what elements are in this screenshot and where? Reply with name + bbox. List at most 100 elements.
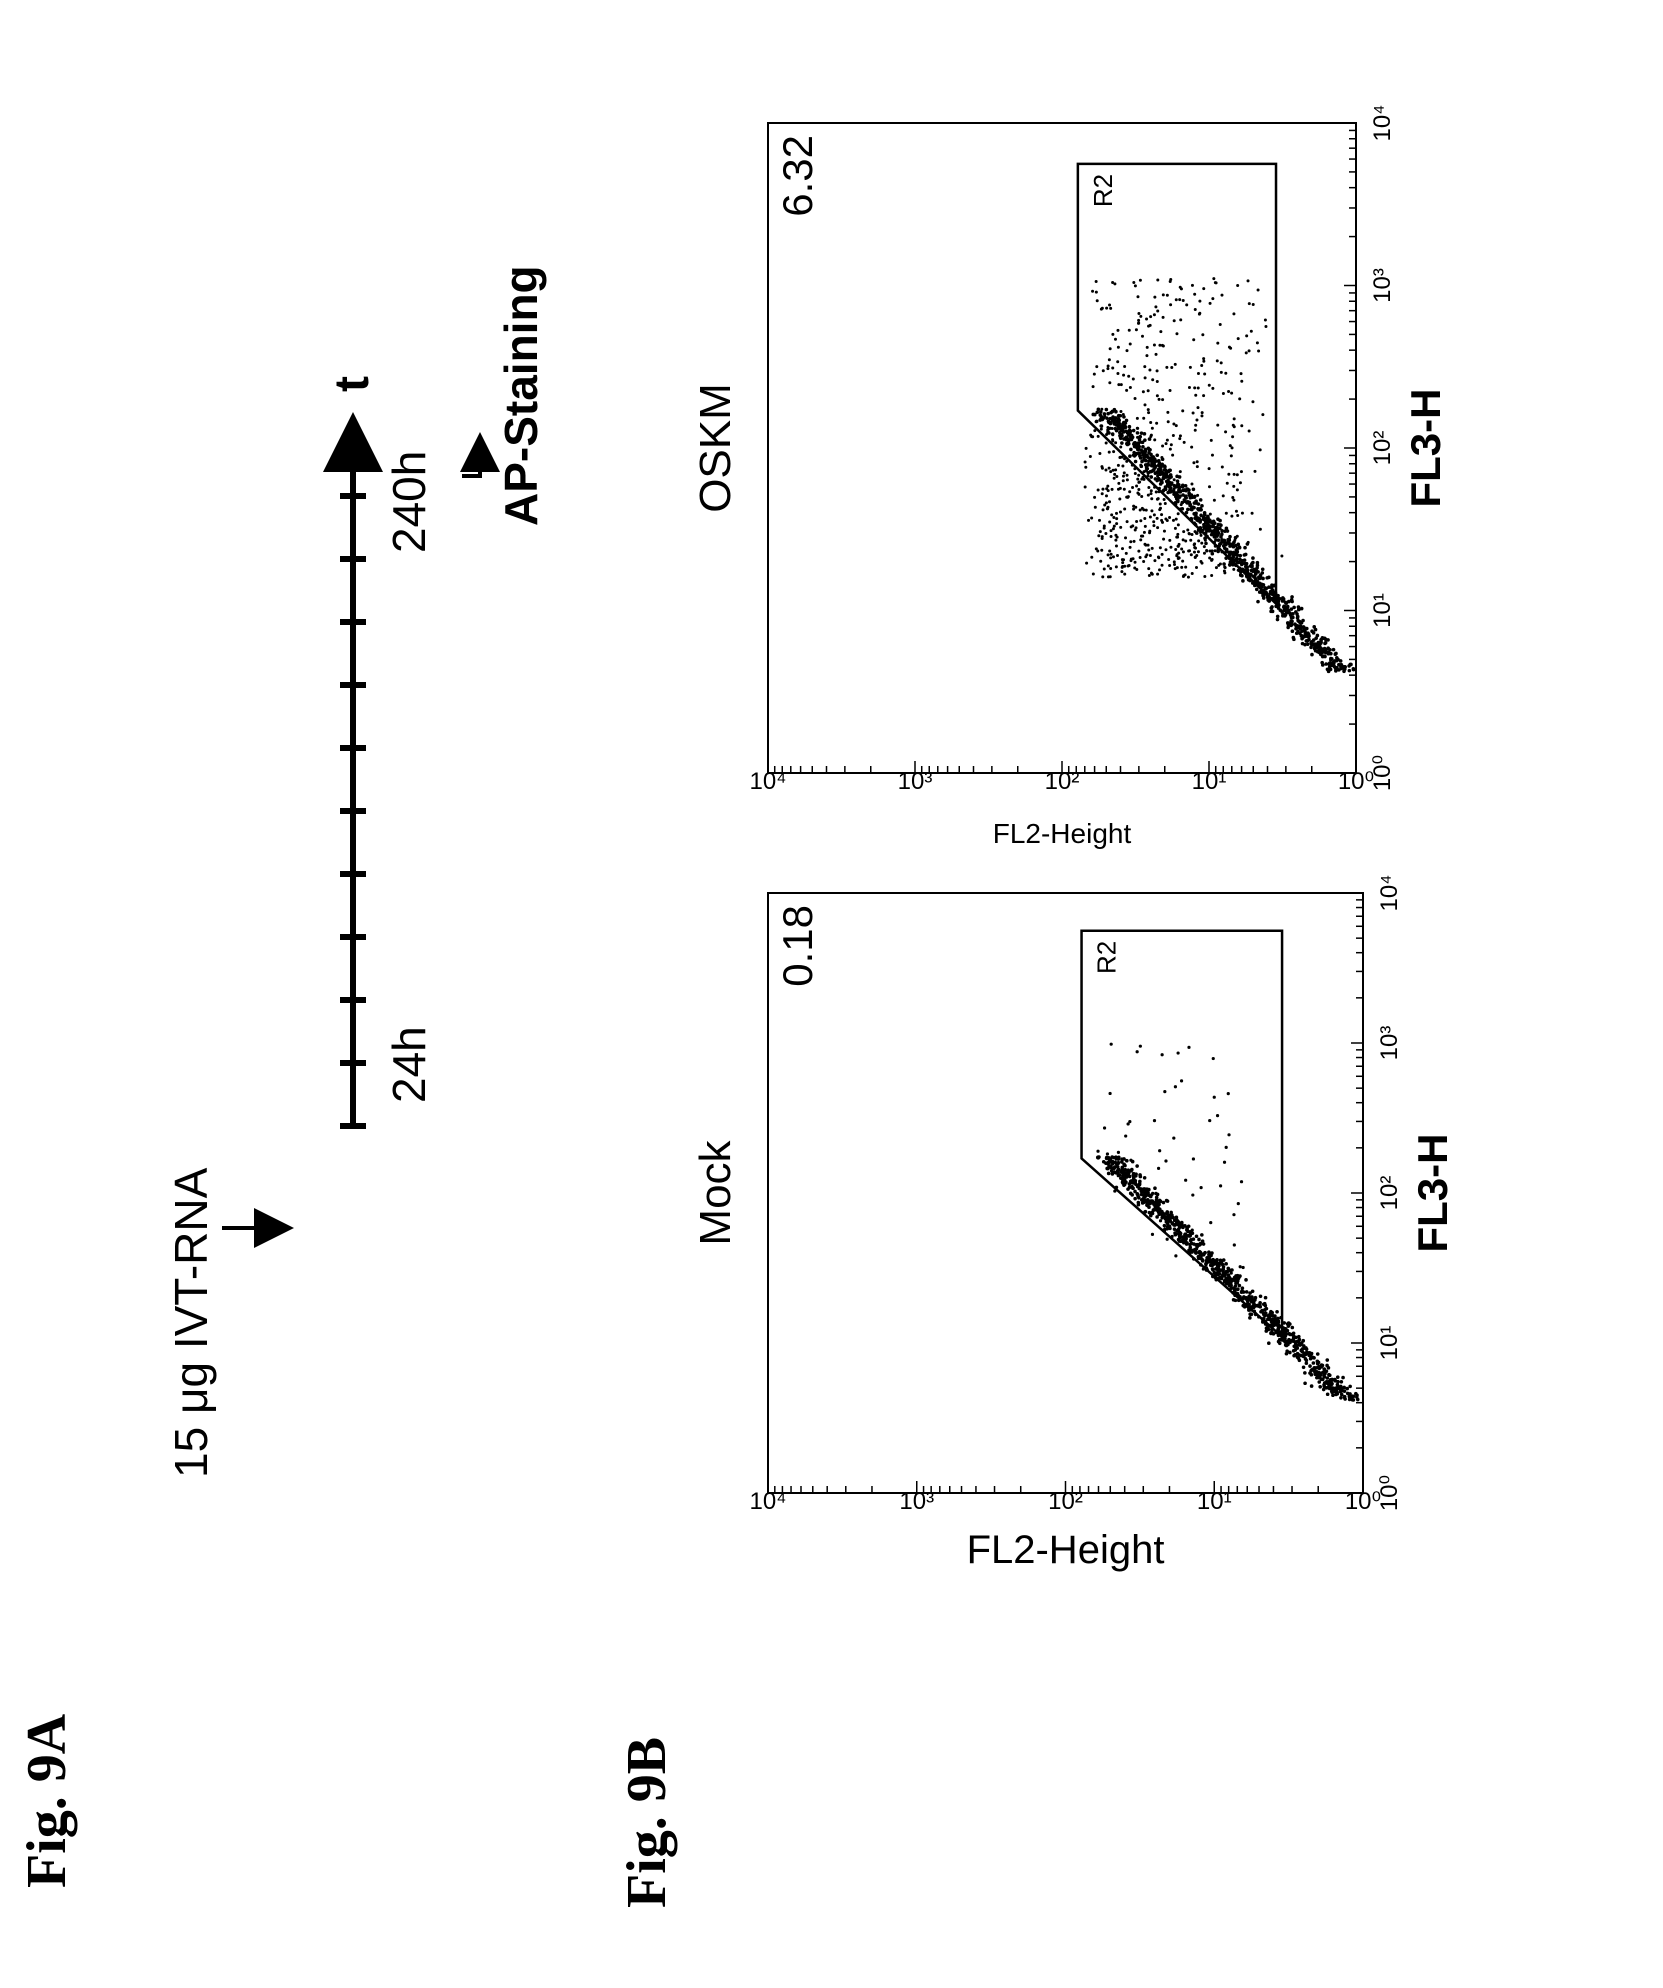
scatter-point bbox=[1190, 1250, 1194, 1254]
scatter-point bbox=[1120, 1157, 1124, 1162]
scatter-point bbox=[1347, 668, 1352, 673]
scatter-point bbox=[1179, 1079, 1184, 1083]
scatter-point bbox=[1114, 468, 1118, 472]
scatter-point bbox=[1121, 561, 1125, 565]
scatter-point bbox=[1147, 448, 1152, 452]
scatter-point bbox=[1133, 467, 1137, 471]
scatter-point bbox=[1236, 568, 1240, 572]
scatter-point bbox=[1286, 625, 1290, 630]
scatter-point bbox=[1283, 1326, 1288, 1331]
scatter-point bbox=[1263, 318, 1267, 322]
scatter-point bbox=[1197, 539, 1201, 543]
scatter-point bbox=[1196, 1254, 1201, 1259]
scatter-point bbox=[1161, 471, 1165, 476]
scatter-point bbox=[1118, 455, 1122, 459]
scatter-point bbox=[1116, 463, 1120, 467]
y-tick-label: 10⁰ bbox=[1338, 768, 1374, 795]
timeline-axis-label: t bbox=[326, 376, 379, 392]
scatter-point bbox=[1242, 558, 1247, 562]
scatter-point bbox=[1235, 549, 1239, 553]
scatter-point bbox=[1106, 484, 1110, 488]
scatter-point bbox=[1296, 605, 1301, 609]
scatter-point bbox=[1158, 568, 1162, 572]
scatter-point bbox=[1221, 1271, 1226, 1275]
scatter-point bbox=[1183, 573, 1187, 577]
scatter-point bbox=[1284, 1343, 1289, 1348]
scatter-point bbox=[1112, 476, 1116, 480]
scatter-point bbox=[1198, 1262, 1203, 1267]
scatter-point bbox=[1273, 1318, 1277, 1323]
scatter-point bbox=[1168, 486, 1173, 490]
scatter-point bbox=[1228, 1279, 1233, 1283]
scatter-point bbox=[1186, 528, 1190, 532]
scatter-point bbox=[1129, 1169, 1133, 1173]
scatter-point bbox=[1238, 553, 1243, 558]
scatter-point bbox=[1156, 555, 1160, 559]
scatter-point bbox=[1267, 1317, 1272, 1321]
scatter-point bbox=[1106, 419, 1111, 424]
scatter-point bbox=[1145, 345, 1149, 349]
scatter-point bbox=[1176, 1051, 1180, 1055]
scatter-point bbox=[1208, 512, 1212, 516]
scatter-point bbox=[1116, 360, 1120, 364]
scatter-point bbox=[1138, 508, 1142, 512]
scatter-point bbox=[1173, 526, 1177, 530]
scatter-point bbox=[1151, 468, 1156, 472]
x-tick-label: 10¹ bbox=[1369, 593, 1396, 628]
scatter-point bbox=[1121, 420, 1126, 425]
scatter-point bbox=[1174, 298, 1178, 302]
scatter-point bbox=[1113, 1160, 1118, 1165]
scatter-point bbox=[1111, 527, 1115, 531]
scatter-point bbox=[1107, 466, 1111, 470]
scatter-point bbox=[1193, 530, 1197, 534]
scatter-point bbox=[1155, 1215, 1159, 1219]
scatter-point bbox=[1156, 526, 1160, 530]
scatter-point bbox=[1236, 1298, 1241, 1303]
scatter-point bbox=[1215, 1271, 1220, 1276]
scatter-point bbox=[1114, 544, 1118, 548]
scatter-point bbox=[1200, 504, 1204, 508]
scatter-point bbox=[1187, 1234, 1192, 1238]
scatter-point bbox=[1177, 483, 1181, 487]
scatter-point bbox=[1179, 503, 1183, 507]
scatter-point bbox=[1220, 549, 1224, 554]
scatter-point bbox=[1135, 568, 1139, 572]
scatter-point bbox=[1117, 481, 1121, 485]
scatter-point bbox=[1229, 346, 1233, 350]
scatter-point bbox=[1158, 472, 1162, 477]
scatter-point bbox=[1207, 528, 1212, 532]
scatter-point bbox=[1150, 1211, 1155, 1216]
scatter-point bbox=[1174, 493, 1179, 497]
scatter-point bbox=[1322, 646, 1327, 651]
scatter-point bbox=[1318, 1375, 1322, 1380]
scatter-point bbox=[1133, 1196, 1137, 1201]
scatter-point bbox=[1146, 543, 1150, 547]
scatter-point bbox=[1135, 1192, 1140, 1196]
scatter-point bbox=[1216, 423, 1220, 427]
scatter-point bbox=[1141, 445, 1145, 449]
scatter-point bbox=[1309, 1356, 1313, 1360]
scatter-point bbox=[1144, 543, 1148, 547]
scatter-point bbox=[1270, 605, 1274, 609]
scatter-point bbox=[1138, 480, 1142, 484]
scatter-point bbox=[1298, 631, 1302, 636]
scatter-point bbox=[1146, 493, 1150, 497]
scatter-point bbox=[1093, 505, 1097, 509]
scatter-points bbox=[1083, 277, 1356, 674]
scatter-point bbox=[1329, 656, 1333, 661]
scatter-point bbox=[1238, 1295, 1242, 1299]
scatter-point bbox=[1116, 487, 1120, 491]
scatter-point bbox=[1245, 1296, 1250, 1301]
scatter-point bbox=[1239, 562, 1244, 567]
scatter-point bbox=[1234, 509, 1238, 513]
scatter-point bbox=[1126, 441, 1131, 446]
scatter-point bbox=[1295, 1351, 1300, 1356]
scatter-point bbox=[1291, 615, 1295, 620]
scatter-point bbox=[1148, 554, 1152, 558]
scatter-point bbox=[1125, 1169, 1130, 1174]
scatter-point bbox=[1307, 634, 1311, 639]
scatter-point bbox=[1220, 529, 1224, 533]
scatter-point bbox=[1103, 414, 1107, 418]
timeline-end-label: 240h bbox=[383, 451, 435, 553]
scatter-point bbox=[1268, 589, 1273, 594]
